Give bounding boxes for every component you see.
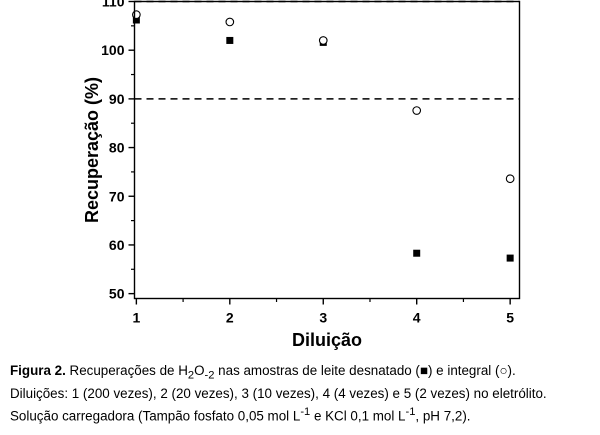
caption-subscript: 2 — [187, 369, 195, 382]
y-tick-label: 100 — [101, 42, 125, 58]
circle-point — [505, 174, 515, 184]
caption-text: , pH 7,2). — [415, 408, 471, 424]
circle-point — [318, 36, 328, 45]
y-tick-label: 90 — [109, 91, 125, 107]
x-tick-label: 1 — [132, 310, 140, 326]
square-point — [132, 16, 140, 24]
caption-text: ). — [507, 363, 516, 378]
y-tick-label: 110 — [102, 0, 125, 10]
square-point — [226, 36, 234, 44]
x-tick-label: 5 — [506, 310, 514, 326]
caption-text: O — [194, 363, 205, 378]
caption-subscript: -2 — [204, 369, 215, 382]
caption-text: e KCl 0,1 mol L — [310, 408, 406, 424]
y-tick-label: 60 — [109, 237, 125, 253]
circle-point — [225, 17, 235, 27]
circle-point — [412, 106, 422, 115]
caption-text: nas amostras de leite desnatado ( — [214, 363, 420, 378]
caption-line-3: Solução carregadora (Tampão fosfato 0,05… — [10, 403, 594, 425]
y-tick-label: 80 — [109, 140, 125, 156]
caption-line-1: Figura 2. Recuperações de H2O-2 nas amos… — [10, 362, 594, 385]
x-tick-label: 4 — [413, 310, 421, 326]
caption-text: Recuperações de H — [65, 363, 188, 378]
x-tick-label: 3 — [319, 310, 327, 326]
caption-line-2: Diluições: 1 (200 vezes), 2 (20 vezes), … — [10, 385, 547, 401]
x-axis-label: Diluição — [292, 330, 362, 350]
y-tick-label: 70 — [109, 188, 125, 204]
caption-text: Solução carregadora (Tampão fosfato 0,05… — [10, 408, 301, 424]
caption-superscript: -1 — [405, 405, 416, 418]
circle-point — [132, 10, 141, 19]
reference-lines — [134, 0, 520, 100]
square-point — [506, 254, 514, 262]
figure-caption: Figura 2. Recuperações de H2O-2 nas amos… — [10, 362, 594, 425]
y-axis-label: Recuperação (%) — [82, 77, 102, 223]
recovery-chart: 1 2 3 4 5 50 60 70 80 90 100 110 Diluição Recuperaç… — [82, 0, 521, 350]
caption-superscript: -1 — [300, 405, 311, 418]
plot-frame — [133, 0, 521, 300]
data-points — [132, 10, 515, 262]
caption-text: ) e integral ( — [428, 363, 500, 378]
x-tick-label: 2 — [226, 310, 234, 326]
square-symbol: ■ — [419, 363, 428, 378]
caption-figure-label: Figura 2. — [10, 363, 66, 378]
axis-ticks: 1 2 3 4 5 50 60 70 80 90 100 110 — [101, 0, 514, 326]
y-tick-label: 50 — [109, 286, 125, 302]
circle-symbol: ○ — [499, 363, 508, 378]
square-point — [413, 249, 421, 257]
